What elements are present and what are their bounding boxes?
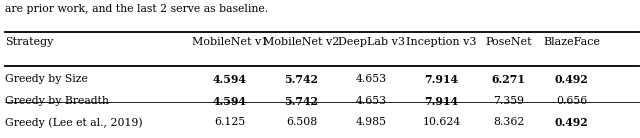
- Text: 6.125: 6.125: [214, 117, 245, 127]
- Text: MobileNet v1: MobileNet v1: [191, 37, 268, 47]
- Text: are prior work, and the last 2 serve as baseline.: are prior work, and the last 2 serve as …: [5, 4, 268, 14]
- Text: Greedy by Size: Greedy by Size: [5, 74, 88, 84]
- Text: 4.653: 4.653: [356, 74, 387, 84]
- Text: PoseNet: PoseNet: [486, 37, 532, 47]
- Text: 0.492: 0.492: [555, 74, 588, 85]
- Text: 7.914: 7.914: [424, 96, 459, 107]
- Text: 7.914: 7.914: [424, 74, 459, 85]
- Text: 4.594: 4.594: [213, 74, 246, 85]
- Text: 5.742: 5.742: [284, 74, 319, 85]
- Text: Strategy: Strategy: [5, 37, 54, 47]
- Text: 10.624: 10.624: [422, 117, 461, 127]
- Text: 6.271: 6.271: [492, 74, 526, 85]
- Text: 8.362: 8.362: [493, 117, 525, 127]
- Text: 4.653: 4.653: [356, 96, 387, 106]
- Text: 6.508: 6.508: [286, 117, 317, 127]
- Text: Greedy by Breadth: Greedy by Breadth: [5, 96, 109, 106]
- Text: Greedy (Lee et al., 2019): Greedy (Lee et al., 2019): [5, 117, 143, 128]
- Text: BlazeFace: BlazeFace: [543, 37, 600, 47]
- Text: 0.656: 0.656: [556, 96, 587, 106]
- Text: 0.492: 0.492: [555, 117, 588, 128]
- Text: 5.742: 5.742: [284, 96, 319, 107]
- Text: 7.359: 7.359: [493, 96, 524, 106]
- Text: 4.985: 4.985: [356, 117, 387, 127]
- Text: DeepLab v3: DeepLab v3: [338, 37, 405, 47]
- Text: MobileNet v2: MobileNet v2: [263, 37, 340, 47]
- Text: Inception v3: Inception v3: [406, 37, 477, 47]
- Text: 4.594: 4.594: [213, 96, 246, 107]
